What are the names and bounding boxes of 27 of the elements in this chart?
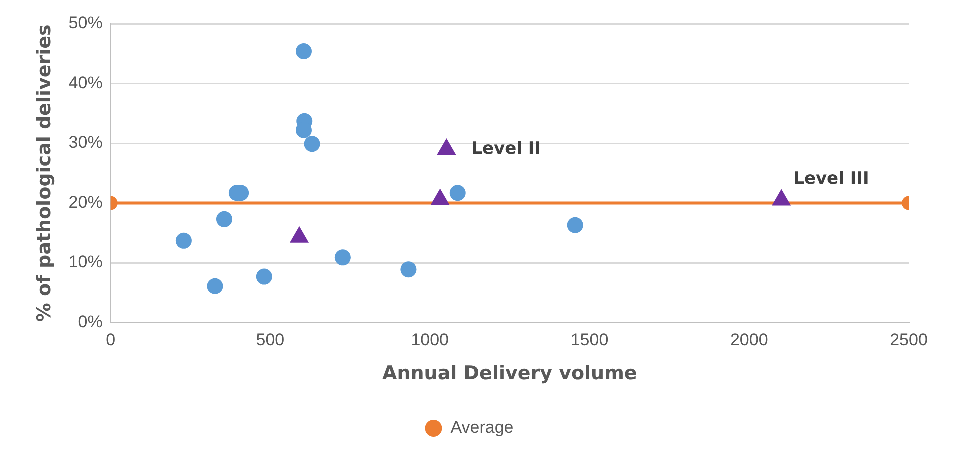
x-tick-label: 1000 — [411, 330, 450, 350]
x-tick-label: 1500 — [570, 330, 609, 350]
point — [334, 250, 351, 266]
x-axis-title: Annual Delivery volume — [382, 362, 638, 385]
legend-label: Average — [450, 418, 514, 438]
point — [450, 185, 466, 202]
y-tick-label: 30% — [68, 133, 103, 152]
x-tick-label: 0 — [106, 330, 116, 350]
point — [216, 211, 232, 228]
x-tick-label: 2500 — [890, 330, 928, 350]
x-tick-label: 500 — [256, 330, 285, 350]
point — [176, 232, 192, 249]
point — [296, 43, 312, 60]
y-tick-label: 0% — [78, 312, 103, 332]
annotation: Level III — [794, 169, 870, 190]
y-tick-label: 40% — [68, 73, 103, 92]
point — [400, 262, 417, 278]
point — [304, 136, 320, 152]
y-tick-label: 50% — [68, 14, 103, 33]
annotation: Level II — [472, 138, 542, 159]
point — [207, 278, 224, 294]
x-tick-label: 2000 — [730, 330, 768, 350]
y-tick-label: 20% — [68, 192, 103, 212]
point — [256, 268, 272, 285]
y-axis-title: % of pathological deliveries — [33, 24, 56, 322]
point — [567, 217, 584, 234]
y-tick-label: 10% — [68, 252, 103, 272]
